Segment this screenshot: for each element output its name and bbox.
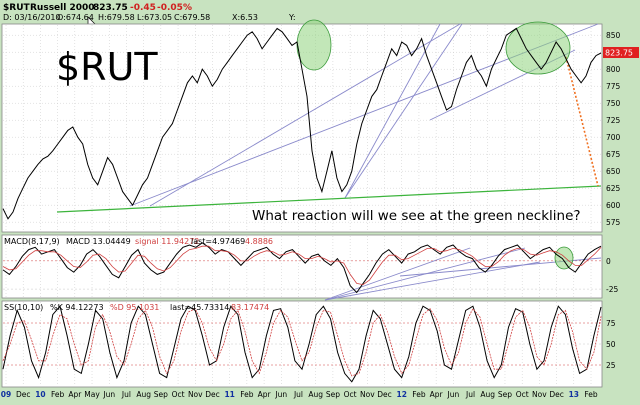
x-tick-label: Apr [430, 390, 444, 399]
trendline [149, 23, 461, 207]
header-high: H:679.58 [98, 13, 135, 22]
x-tick-label: Dec [205, 390, 220, 399]
series-line [2, 305, 602, 383]
series-line [2, 245, 602, 286]
y-tick-label: -25 [606, 285, 618, 294]
x-tick-label: Nov [532, 390, 547, 399]
x-tick-label: Apr [68, 390, 82, 399]
last-price-label: 823.75 [605, 49, 633, 58]
macd-trendline [324, 261, 541, 301]
x-tick-label: Jun [446, 390, 459, 399]
y-tick-label: 800 [606, 65, 621, 74]
highlight-circle [505, 21, 571, 75]
macd-legend-macd: MACD 13.04449 [66, 237, 131, 246]
x-tick-label: Jun [102, 390, 115, 399]
y-tick-label: 575 [606, 218, 621, 227]
y-readout: Y: [288, 13, 296, 22]
x-tick-label: Dec [16, 390, 31, 399]
x-tick-label: Aug [136, 390, 151, 399]
x-tick-label: May [84, 390, 100, 399]
highlight-circles [296, 19, 574, 270]
annotation-text: What reaction will we see at the green n… [252, 208, 581, 224]
header-open: O:674.64 [57, 13, 94, 22]
header-low: L:673.05 [137, 13, 172, 22]
stoch-legend-last-d: 83.17474 [231, 303, 269, 312]
stoch-legend-d: %D 95.1031 [110, 303, 159, 312]
y-tick-label: 625 [606, 184, 621, 193]
x-tick-label: Aug [308, 390, 323, 399]
x-tick-label: Dec [549, 390, 564, 399]
y-tick-label: 75 [606, 319, 616, 328]
x-tick-label: Aug [480, 390, 495, 399]
y-tick-label: 650 [606, 167, 621, 176]
x-tick-label: Feb [584, 390, 598, 399]
header-change-pct: -0.05% [157, 3, 192, 13]
x-tick-label: Oct [344, 390, 357, 399]
header-name: Russell 2000 [30, 3, 95, 13]
y-tick-label: 775 [606, 82, 621, 91]
y-tick-label: 750 [606, 99, 621, 108]
trendline [344, 23, 441, 199]
x-tick-label: Nov [188, 390, 203, 399]
x-tick-label: Feb [240, 390, 254, 399]
x-tick-label: Apr [258, 390, 272, 399]
x-tick-label: Oct [516, 390, 529, 399]
x-tick-label: Feb [51, 390, 65, 399]
y-tick-label: 600 [606, 201, 621, 210]
last-price-badge [603, 47, 639, 58]
highlight-circle [554, 246, 574, 270]
x-tick-label: 10 [35, 390, 45, 399]
x-tick-label: Oct [172, 390, 185, 399]
macd-trendline [324, 247, 471, 301]
y-tick-label: 850 [606, 31, 621, 40]
x-tick-label: Feb [412, 390, 426, 399]
series-line [2, 27, 602, 220]
stoch-title: SS(10,10) [4, 303, 43, 312]
stoch-legend-k: %K 94.12273 [50, 303, 104, 312]
y-tick-label: 50 [606, 340, 616, 349]
y-tick-label: 25 [606, 361, 616, 370]
x-tick-label: Jul [293, 390, 303, 399]
x-tick-label: Jun [274, 390, 287, 399]
x-axis-labels: 09 Dec 10 Feb Apr May Jun Jul Aug Sep Oct Nov Dec 11 F… [1, 390, 598, 399]
x-tick-label: Sep [498, 390, 512, 399]
series-layer [2, 27, 602, 383]
x-tick-label: 13 [569, 390, 579, 399]
y-tick-label: 700 [606, 133, 621, 142]
macd-title: MACD(8,17,9) [4, 237, 60, 246]
header-close: C:679.58 [174, 13, 210, 22]
series-line [2, 307, 602, 377]
series-line [2, 242, 602, 294]
macd-legend-last: last=4.97469 [191, 237, 245, 246]
x-tick-label: Sep [326, 390, 340, 399]
x-tick-label: 12 [397, 390, 407, 399]
x-readout: X:6.53 [232, 13, 258, 22]
header-last: 823.75 [93, 3, 128, 13]
y-tick-label: 725 [606, 116, 621, 125]
y-tick-label: 675 [606, 150, 621, 159]
x-tick-label: Jul [121, 390, 131, 399]
x-tick-label: Sep [154, 390, 168, 399]
highlight-circle [296, 19, 332, 71]
stoch-legend-last: last=45.73314 [170, 303, 229, 312]
neckline [56, 185, 602, 213]
header-change: -0.45 [130, 3, 156, 13]
y-tick-label: 0 [606, 257, 611, 266]
trendline [344, 23, 463, 199]
x-tick-label: Nov [360, 390, 375, 399]
x-tick-label: 11 [224, 390, 234, 399]
x-tick-label: Jul [465, 390, 475, 399]
header-symbol: $RUT [3, 3, 31, 13]
x-tick-label: 09 [1, 390, 11, 399]
x-tick-label: Dec [377, 390, 392, 399]
macd-legend-signal: signal 11.94272 [135, 237, 199, 246]
big-symbol-label: $RUT [56, 45, 158, 89]
header-date: D: 03/16/2010 [3, 13, 61, 22]
macd-legend-last-signal: 4.8886 [245, 237, 273, 246]
